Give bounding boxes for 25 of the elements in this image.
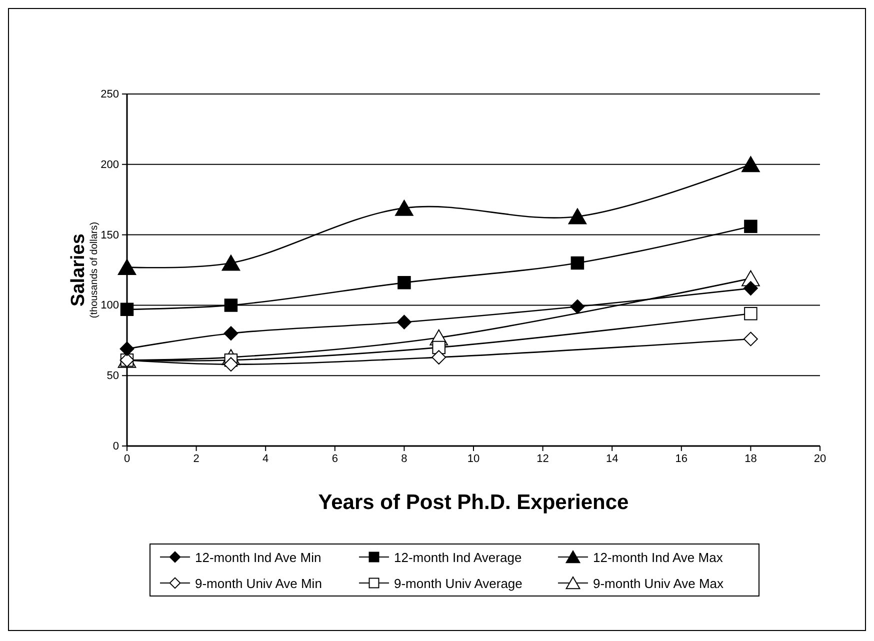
x-tick-label: 14 (606, 452, 618, 465)
y-tick-label: 150 (100, 229, 119, 242)
x-tick-label: 6 (332, 452, 338, 465)
y-axis-title: Salaries (thousands of dollars) (68, 222, 100, 318)
y-tick-label: 50 (106, 370, 119, 382)
y-tick-label: 250 (100, 88, 119, 101)
legend-label: 12-month Ind Ave Max (593, 550, 724, 565)
x-axis-title: Years of Post Ph.D. Experience (318, 491, 629, 514)
x-tick-label: 4 (262, 452, 269, 465)
x-tick-label: 10 (467, 452, 480, 465)
x-tick-label: 0 (124, 452, 130, 465)
x-tick-label: 2 (193, 452, 200, 465)
legend-label: 9-month Univ Ave Min (195, 576, 322, 591)
y-tick-label: 200 (100, 158, 119, 171)
legend-label: 12-month Ind Average (394, 550, 522, 565)
x-tick-label: 18 (744, 452, 757, 465)
x-tick-label: 8 (401, 452, 408, 465)
legend-label: 9-month Univ Ave Max (593, 576, 724, 591)
x-tick-label: 16 (675, 452, 688, 465)
legend-label: 9-month Univ Average (394, 576, 522, 591)
y-tick-label: 100 (100, 300, 119, 312)
legend-label: 12-month Ind Ave Min (195, 550, 322, 565)
y-tick-label: 0 (112, 440, 119, 453)
x-tick-label: 20 (814, 452, 826, 465)
x-tick-label: 12 (536, 452, 549, 465)
